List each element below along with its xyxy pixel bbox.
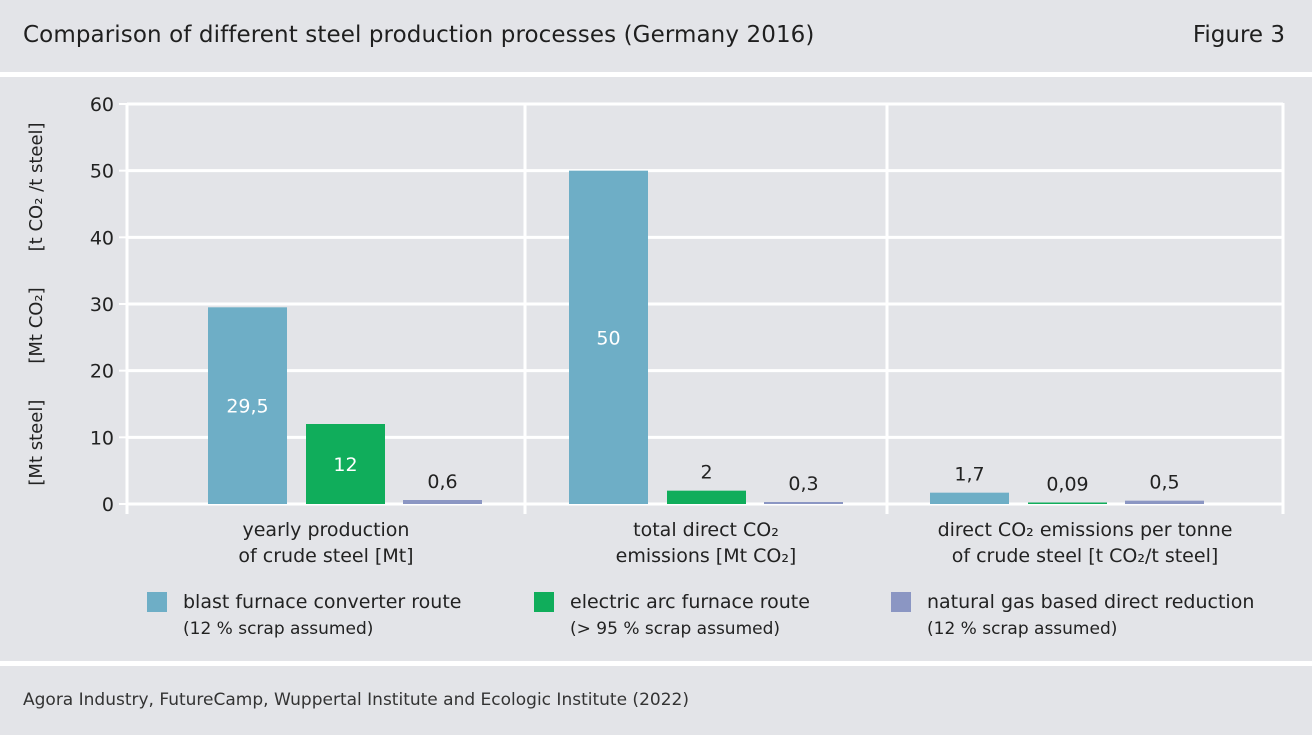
legend-swatch — [534, 592, 554, 612]
x-category-label: direct CO₂ emissions per tonne — [938, 519, 1233, 541]
legend-note: (12 % scrap assumed) — [927, 619, 1117, 639]
figure-label: Figure 3 — [1192, 22, 1285, 48]
y-tick-label: 20 — [90, 361, 114, 383]
y-tick-label: 40 — [90, 227, 114, 249]
y-tick-label: 10 — [90, 427, 114, 449]
bar — [208, 307, 287, 504]
data-label: 1,7 — [954, 464, 984, 486]
bar — [1125, 500, 1204, 504]
chart: 0 10 20 30 40 50 60 [Mt steel] [Mt CO₂] [t CO₂ /t… — [26, 94, 1285, 639]
data-label: 12 — [333, 454, 357, 476]
legend-label: blast furnace converter route — [183, 591, 462, 613]
y-axis-unit-label: [t CO₂ /t steel] — [26, 122, 47, 251]
x-category-label: emissions [Mt CO₂] — [616, 545, 797, 567]
data-label: 50 — [596, 327, 620, 349]
source-note: Agora Industry, FutureCamp, Wuppertal In… — [23, 690, 689, 710]
legend-label: electric arc furnace route — [570, 591, 810, 613]
chart-title: Comparison of different steel production… — [23, 22, 815, 48]
legend-swatch — [891, 592, 911, 612]
bar — [306, 424, 385, 504]
x-category-label: of crude steel [Mt] — [238, 545, 413, 567]
bar — [930, 492, 1009, 504]
y-tick-label: 50 — [90, 161, 114, 183]
y-axis-label: [Mt steel] [Mt CO₂] [t CO₂ /t steel] — [26, 122, 47, 485]
y-tick-label: 0 — [102, 494, 114, 516]
legend-note: (12 % scrap assumed) — [183, 619, 373, 639]
bar — [667, 490, 746, 504]
header: Comparison of different steel production… — [0, 0, 1312, 72]
data-label: 0,3 — [788, 473, 818, 495]
x-category-label: of crude steel [t CO₂/t steel] — [952, 545, 1219, 567]
legend-note: (> 95 % scrap assumed) — [570, 619, 780, 639]
legend-swatch — [147, 592, 167, 612]
bar — [569, 170, 648, 504]
x-category-label: total direct CO₂ — [633, 519, 779, 541]
header-divider — [0, 72, 1312, 77]
bar — [1028, 502, 1107, 504]
data-label: 2 — [700, 462, 712, 484]
bar — [764, 502, 843, 504]
y-tick-label: 60 — [90, 94, 114, 116]
data-label: 0,09 — [1046, 474, 1088, 496]
y-axis-unit-label: [Mt CO₂] — [26, 287, 47, 363]
data-label: 0,5 — [1149, 472, 1179, 494]
data-label: 29,5 — [226, 396, 268, 418]
y-tick-label: 30 — [90, 294, 114, 316]
legend-label: natural gas based direct reduction — [927, 591, 1254, 613]
data-label: 0,6 — [427, 471, 457, 493]
x-category-label: yearly production — [243, 519, 410, 541]
bar — [403, 500, 482, 504]
y-axis-unit-label: [Mt steel] — [26, 400, 47, 486]
footer-divider — [0, 661, 1312, 666]
